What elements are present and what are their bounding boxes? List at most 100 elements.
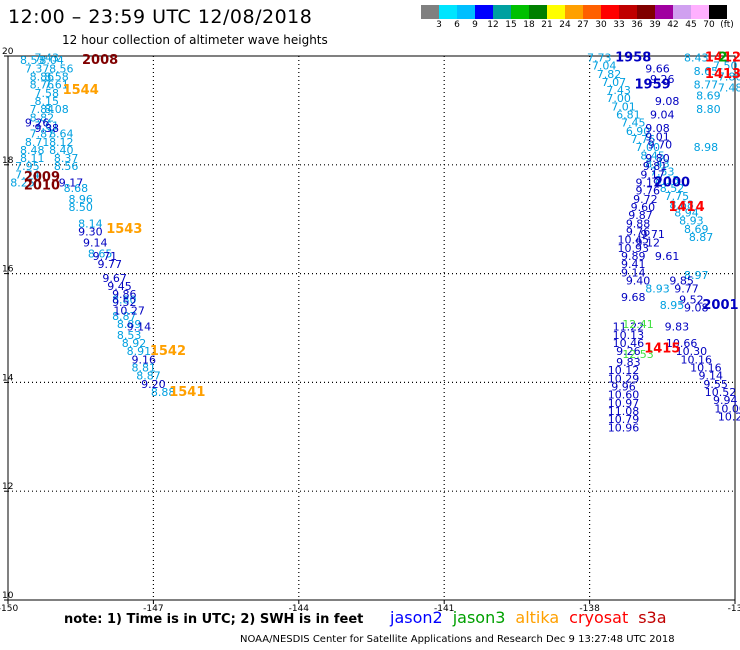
data-point: 10.79: [608, 413, 640, 426]
legend-swatch: [619, 5, 637, 19]
data-point: 10.16: [680, 353, 712, 366]
data-point: 8.48: [20, 144, 45, 157]
data-point: 9.16: [131, 353, 156, 366]
data-point: 9.30: [78, 226, 103, 239]
legend-swatch: [493, 5, 511, 19]
data-point: 9.94: [713, 394, 738, 407]
legend-label: (ft): [720, 20, 734, 30]
data-point: 7.53: [650, 166, 675, 179]
data-point: 8.77: [694, 79, 719, 92]
data-point: 9.60: [631, 201, 656, 214]
data-point: 8.86: [30, 70, 55, 83]
data-point: 9.71: [93, 250, 118, 263]
data-point: 8.37: [54, 152, 79, 165]
data-point: 9.41: [621, 258, 646, 271]
data-point: 7.95: [15, 160, 40, 173]
data-point: 8.88: [151, 386, 176, 399]
satellite-legend-item: s3a: [638, 608, 667, 627]
data-point: 10.96: [608, 421, 640, 434]
legend-swatch: [655, 5, 673, 19]
data-point: 11.22: [613, 321, 645, 334]
chart-subtitle: 12 hour collection of altimeter wave hei…: [62, 33, 328, 47]
data-point: 10.29: [608, 372, 640, 385]
legend-label: 21: [541, 20, 553, 30]
y-tick-label: 18: [2, 156, 14, 166]
data-point: 8.64: [49, 128, 74, 141]
legend-labels: 3 6 9 12 15 18 21 24 27 30 33 36 39 42 45 70 (ft): [421, 19, 740, 33]
data-point: 8.56: [54, 160, 79, 173]
data-point: 8.92: [122, 337, 147, 350]
data-point: 8.68: [64, 182, 89, 195]
pass-label: 2000: [654, 176, 690, 191]
legend-swatch: [691, 5, 709, 19]
data-point: 9.40: [626, 274, 651, 287]
data-point: 9.26: [616, 345, 641, 358]
pass-label: 1541: [169, 385, 205, 400]
data-point: 9.76: [636, 185, 661, 198]
data-point: 7.82: [597, 68, 622, 81]
data-point: 6.81: [616, 109, 641, 122]
data-point: 9.83: [665, 321, 690, 334]
legend-label: 6: [454, 20, 460, 30]
data-point: 10.16: [690, 362, 722, 375]
legend-label: 36: [631, 20, 643, 30]
data-point: 9.96: [611, 381, 636, 394]
data-point: 9.08: [655, 95, 680, 108]
data-point: 9.67: [102, 272, 127, 285]
data-point: 8.80: [696, 103, 721, 116]
x-tick-label: -141: [434, 604, 454, 614]
data-point: 10.45: [617, 234, 649, 247]
pass-label: 1544: [63, 83, 99, 98]
data-point: 7.43: [35, 51, 60, 64]
data-point: 8.50: [68, 201, 93, 214]
data-point: 7.76: [631, 133, 656, 146]
legend-swatch: [583, 5, 601, 19]
data-point: 9.45: [107, 280, 132, 293]
data-point: 7.58: [35, 87, 60, 100]
data-point: 9.77: [98, 258, 123, 271]
data-point: 8.58: [44, 70, 69, 83]
legend-label: 3: [436, 20, 442, 30]
data-point: 9.86: [112, 288, 137, 301]
data-point: 9.01: [645, 130, 670, 143]
data-point: 8.04: [39, 54, 64, 67]
pass-label: 1543: [106, 222, 142, 237]
data-point: 9.68: [621, 291, 646, 304]
y-tick-label: 20: [2, 47, 14, 57]
data-point: 9.14: [83, 236, 108, 249]
data-point: 8.94: [674, 206, 699, 219]
legend-label: 42: [667, 20, 679, 30]
pass-label: 1414: [668, 200, 704, 215]
data-point: 8.97: [684, 269, 709, 282]
data-point: 9.83: [616, 356, 641, 369]
data-point: 8.11: [20, 152, 45, 165]
data-point: 8.71: [25, 136, 50, 149]
data-point: 9.80: [645, 152, 670, 165]
data-point: 7.00: [636, 141, 661, 154]
data-point: 8.93: [645, 283, 670, 296]
pass-label: 2008: [82, 53, 118, 68]
x-tick-label: -150: [0, 604, 18, 614]
data-point: 8.69: [696, 90, 721, 103]
data-point: 8.43: [645, 158, 670, 171]
data-point: 9.14: [621, 266, 646, 279]
pass-label: 1415: [644, 341, 680, 356]
footer-credit: NOAA/NESDIS Center for Satellite Applica…: [240, 634, 675, 645]
data-point: 8.53: [20, 54, 45, 67]
data-point: 8.91: [127, 345, 152, 358]
plot-frame: [7, 55, 736, 601]
pass-label: 1412: [705, 50, 740, 65]
data-point: 8.25: [10, 177, 35, 190]
data-point: 7.84: [30, 103, 55, 116]
data-point: 8.14: [78, 217, 103, 230]
data-point: 7.45: [621, 117, 646, 130]
data-point: 8.69: [684, 223, 709, 236]
pass-label: 1958: [615, 50, 651, 65]
data-point: 9.19: [636, 177, 661, 190]
data-point: 8.80: [112, 294, 137, 307]
data-point: 9.52: [112, 296, 137, 309]
data-point: 9.77: [674, 283, 699, 296]
data-point: 8.87: [689, 231, 714, 244]
data-point: 8.87: [136, 370, 161, 383]
data-point: 7.86: [718, 70, 740, 83]
